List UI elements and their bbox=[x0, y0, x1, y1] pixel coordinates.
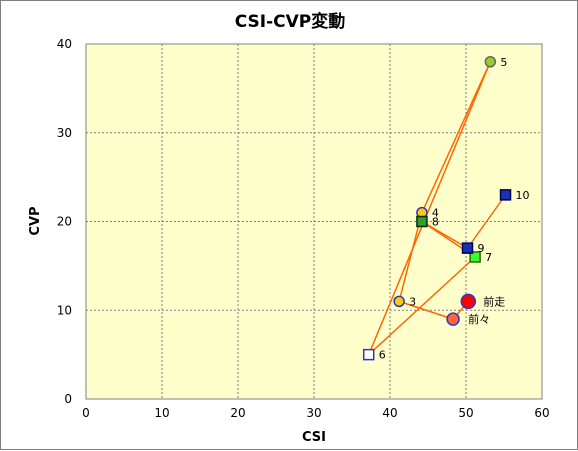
point-marker bbox=[393, 295, 405, 308]
point-label: 前々 bbox=[468, 312, 490, 326]
point-label: 前走 bbox=[483, 294, 505, 308]
point-marker bbox=[484, 56, 497, 68]
point-marker bbox=[362, 348, 375, 361]
point-marker bbox=[416, 215, 428, 228]
point-marker bbox=[461, 242, 474, 254]
x-tick-label: 0 bbox=[82, 406, 90, 420]
point-marker bbox=[460, 293, 477, 310]
path-segment bbox=[421, 220, 468, 249]
x-axis-label: CSI bbox=[302, 430, 326, 445]
y-tick-label: 10 bbox=[57, 303, 72, 317]
x-tick-label: 10 bbox=[154, 406, 169, 420]
point-label: 5 bbox=[500, 56, 507, 69]
path-segment bbox=[398, 212, 423, 302]
chart-title: CSI-CVP変動 bbox=[235, 11, 346, 32]
path-segment bbox=[368, 61, 492, 355]
x-tick-label: 40 bbox=[382, 406, 397, 420]
path-segment bbox=[368, 256, 476, 356]
path-segment bbox=[466, 194, 507, 249]
path-segment bbox=[421, 61, 492, 213]
y-tick-label: 40 bbox=[57, 37, 72, 51]
path-segment bbox=[398, 300, 454, 320]
x-tick-label: 60 bbox=[534, 406, 549, 420]
point-marker bbox=[446, 312, 460, 326]
x-tick-label: 20 bbox=[230, 406, 245, 420]
y-tick-label: 30 bbox=[57, 126, 72, 140]
grid-lines bbox=[86, 44, 542, 399]
point-label: 6 bbox=[379, 349, 386, 362]
y-tick-label: 0 bbox=[64, 392, 72, 406]
y-tick-label: 20 bbox=[57, 215, 72, 229]
point-label: 3 bbox=[409, 295, 416, 308]
tick-labels: 0 10 20 30 40 50 60 0 10 20 30 40 bbox=[57, 37, 550, 420]
point-label: 10 bbox=[516, 189, 530, 202]
point-marker bbox=[499, 189, 512, 201]
data-points bbox=[362, 56, 512, 361]
point-label: 7 bbox=[485, 251, 492, 264]
y-axis-label: CVP bbox=[28, 206, 43, 235]
point-label: 8 bbox=[432, 216, 439, 229]
x-tick-label: 50 bbox=[458, 406, 473, 420]
x-tick-label: 30 bbox=[306, 406, 321, 420]
point-label: 4 bbox=[432, 207, 439, 220]
point-label: 9 bbox=[478, 242, 485, 255]
point-marker bbox=[469, 251, 481, 263]
